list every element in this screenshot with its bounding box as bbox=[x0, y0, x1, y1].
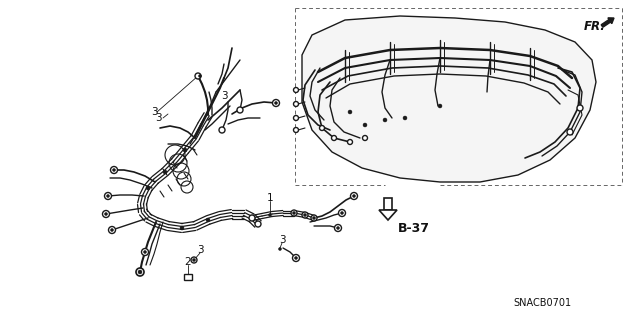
Circle shape bbox=[294, 115, 298, 121]
Circle shape bbox=[403, 116, 407, 120]
Polygon shape bbox=[379, 210, 397, 220]
Text: 3: 3 bbox=[150, 107, 157, 117]
Circle shape bbox=[351, 192, 358, 199]
Circle shape bbox=[138, 270, 142, 274]
Circle shape bbox=[273, 100, 280, 107]
Circle shape bbox=[348, 139, 353, 145]
Text: B-37: B-37 bbox=[398, 222, 430, 235]
Circle shape bbox=[363, 123, 367, 127]
FancyBboxPatch shape bbox=[184, 274, 192, 280]
Circle shape bbox=[104, 192, 111, 199]
Circle shape bbox=[143, 250, 147, 254]
Circle shape bbox=[303, 213, 307, 217]
FancyBboxPatch shape bbox=[384, 198, 392, 210]
Circle shape bbox=[111, 228, 113, 232]
Circle shape bbox=[111, 167, 118, 174]
Circle shape bbox=[237, 107, 243, 113]
Circle shape bbox=[348, 110, 352, 114]
Text: 3: 3 bbox=[156, 113, 162, 123]
Circle shape bbox=[337, 226, 339, 229]
Circle shape bbox=[577, 105, 583, 111]
Text: SNACB0701: SNACB0701 bbox=[513, 298, 571, 308]
Circle shape bbox=[294, 87, 298, 93]
Circle shape bbox=[193, 258, 195, 262]
Circle shape bbox=[183, 148, 187, 152]
Text: FR.: FR. bbox=[584, 20, 605, 33]
Circle shape bbox=[312, 217, 316, 219]
Circle shape bbox=[104, 212, 108, 216]
Circle shape bbox=[340, 211, 344, 214]
Circle shape bbox=[146, 186, 150, 190]
Circle shape bbox=[319, 125, 324, 130]
Circle shape bbox=[294, 128, 298, 132]
Circle shape bbox=[206, 218, 210, 222]
Circle shape bbox=[249, 215, 255, 221]
Circle shape bbox=[136, 268, 144, 276]
Polygon shape bbox=[302, 16, 596, 182]
Text: 1: 1 bbox=[267, 193, 273, 203]
Circle shape bbox=[353, 195, 355, 197]
Text: 3: 3 bbox=[221, 91, 227, 101]
Circle shape bbox=[163, 170, 167, 174]
Circle shape bbox=[292, 255, 300, 262]
Circle shape bbox=[109, 226, 115, 234]
Circle shape bbox=[383, 118, 387, 122]
Circle shape bbox=[339, 210, 346, 217]
Text: 3: 3 bbox=[196, 245, 204, 255]
FancyArrow shape bbox=[601, 18, 614, 27]
Circle shape bbox=[219, 127, 225, 133]
Text: 3: 3 bbox=[278, 235, 285, 245]
Circle shape bbox=[311, 215, 317, 221]
Circle shape bbox=[438, 104, 442, 108]
Circle shape bbox=[186, 276, 190, 280]
Circle shape bbox=[106, 195, 109, 197]
Circle shape bbox=[198, 75, 202, 78]
Circle shape bbox=[294, 256, 298, 259]
Circle shape bbox=[113, 168, 115, 172]
Circle shape bbox=[291, 210, 297, 216]
Circle shape bbox=[141, 249, 148, 256]
Circle shape bbox=[278, 248, 282, 250]
Circle shape bbox=[191, 257, 197, 263]
Circle shape bbox=[180, 226, 184, 230]
Circle shape bbox=[567, 129, 573, 135]
Circle shape bbox=[255, 221, 261, 227]
Circle shape bbox=[195, 73, 201, 79]
Circle shape bbox=[275, 101, 278, 105]
Circle shape bbox=[102, 211, 109, 218]
Circle shape bbox=[269, 213, 271, 217]
Text: 2: 2 bbox=[185, 257, 191, 267]
Circle shape bbox=[362, 136, 367, 140]
Circle shape bbox=[332, 136, 337, 140]
Circle shape bbox=[294, 101, 298, 107]
Circle shape bbox=[292, 211, 296, 214]
Circle shape bbox=[335, 225, 342, 232]
Circle shape bbox=[302, 212, 308, 218]
